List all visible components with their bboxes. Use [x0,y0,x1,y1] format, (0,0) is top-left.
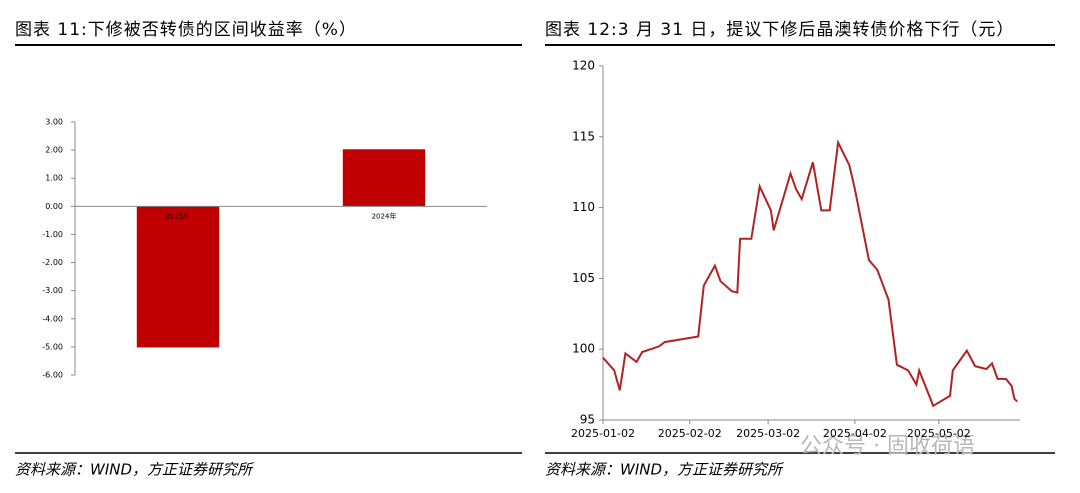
y-tick-label: 120 [572,59,595,73]
y-tick-label: 110 [572,200,595,214]
x-tick-label: 2025年 [166,211,191,220]
watermark: 公众号 · 固收荷语 [800,434,975,459]
y-tick-label: 2.00 [45,146,63,155]
x-tick-label: 2025-03-02 [736,427,800,440]
source: 资料来源：WIND，方正证券研究所 [15,461,254,479]
x-tick-label: 2025-01-02 [571,427,635,440]
chart-title: 图表 12:3 月 31 日，提议下修后晶澳转债价格下行（元） [545,20,1014,40]
x-tick-label: 2025-04-02 [823,427,887,440]
bar [342,149,426,207]
line [602,139,1018,408]
y-tick-label: 105 [572,271,595,285]
source: 资料来源：WIND，方正证券研究所 [545,461,784,479]
y-tick-label: -4.00 [42,314,63,323]
y-tick-label: 3.00 [45,118,63,127]
x-tick-label: 2024年 [372,211,397,220]
y-tick-label: 115 [572,129,595,143]
x-tick-label: 2025-05-02 [907,427,971,440]
y-tick-label: -2.00 [42,258,63,267]
y-tick-label: -5.00 [42,342,63,351]
bar [136,206,220,348]
y-tick-label: 0.00 [45,202,63,211]
y-tick-label: 95 [580,413,595,427]
chart-title: 图表 11:下修被否转债的区间收益率（%） [15,20,357,40]
y-tick-label: -1.00 [42,230,63,239]
y-tick-label: 1.00 [45,174,63,183]
x-tick-label: 2025-02-02 [658,427,722,440]
y-tick-label: -6.00 [42,371,63,380]
y-tick-label: -3.00 [42,286,63,295]
y-tick-label: 100 [572,342,595,356]
